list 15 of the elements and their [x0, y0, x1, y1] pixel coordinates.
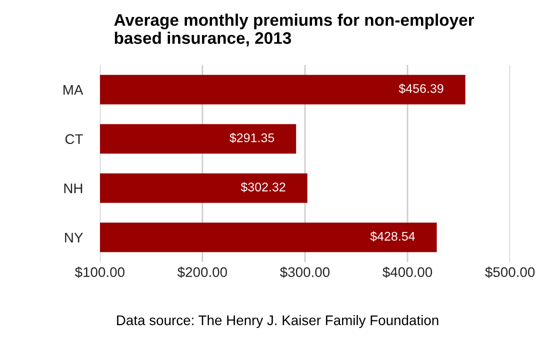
data-label: $302.32	[240, 182, 286, 192]
x-tick-label: $200.00	[177, 266, 227, 278]
data-label: $456.39	[398, 84, 444, 94]
x-tick-label: $500.00	[485, 266, 535, 278]
x-tick-label: $300.00	[280, 266, 330, 278]
data-label: $291.35	[230, 132, 274, 143]
data-label: $428.54	[370, 231, 415, 242]
source-note: Data source: The Henry J. Kaiser Family Foundation	[117, 315, 438, 328]
x-tick-label: $400.00	[382, 266, 432, 278]
y-tick-label: CT	[65, 134, 83, 144]
y-tick-label: NY	[65, 232, 83, 242]
x-tick-label: $100.00	[74, 266, 124, 278]
chart-title: Average monthly premiums for non-employer based insurance, 2013	[114, 14, 474, 46]
y-tick-label: MA	[64, 85, 84, 95]
y-tick-label: NH	[64, 184, 82, 194]
